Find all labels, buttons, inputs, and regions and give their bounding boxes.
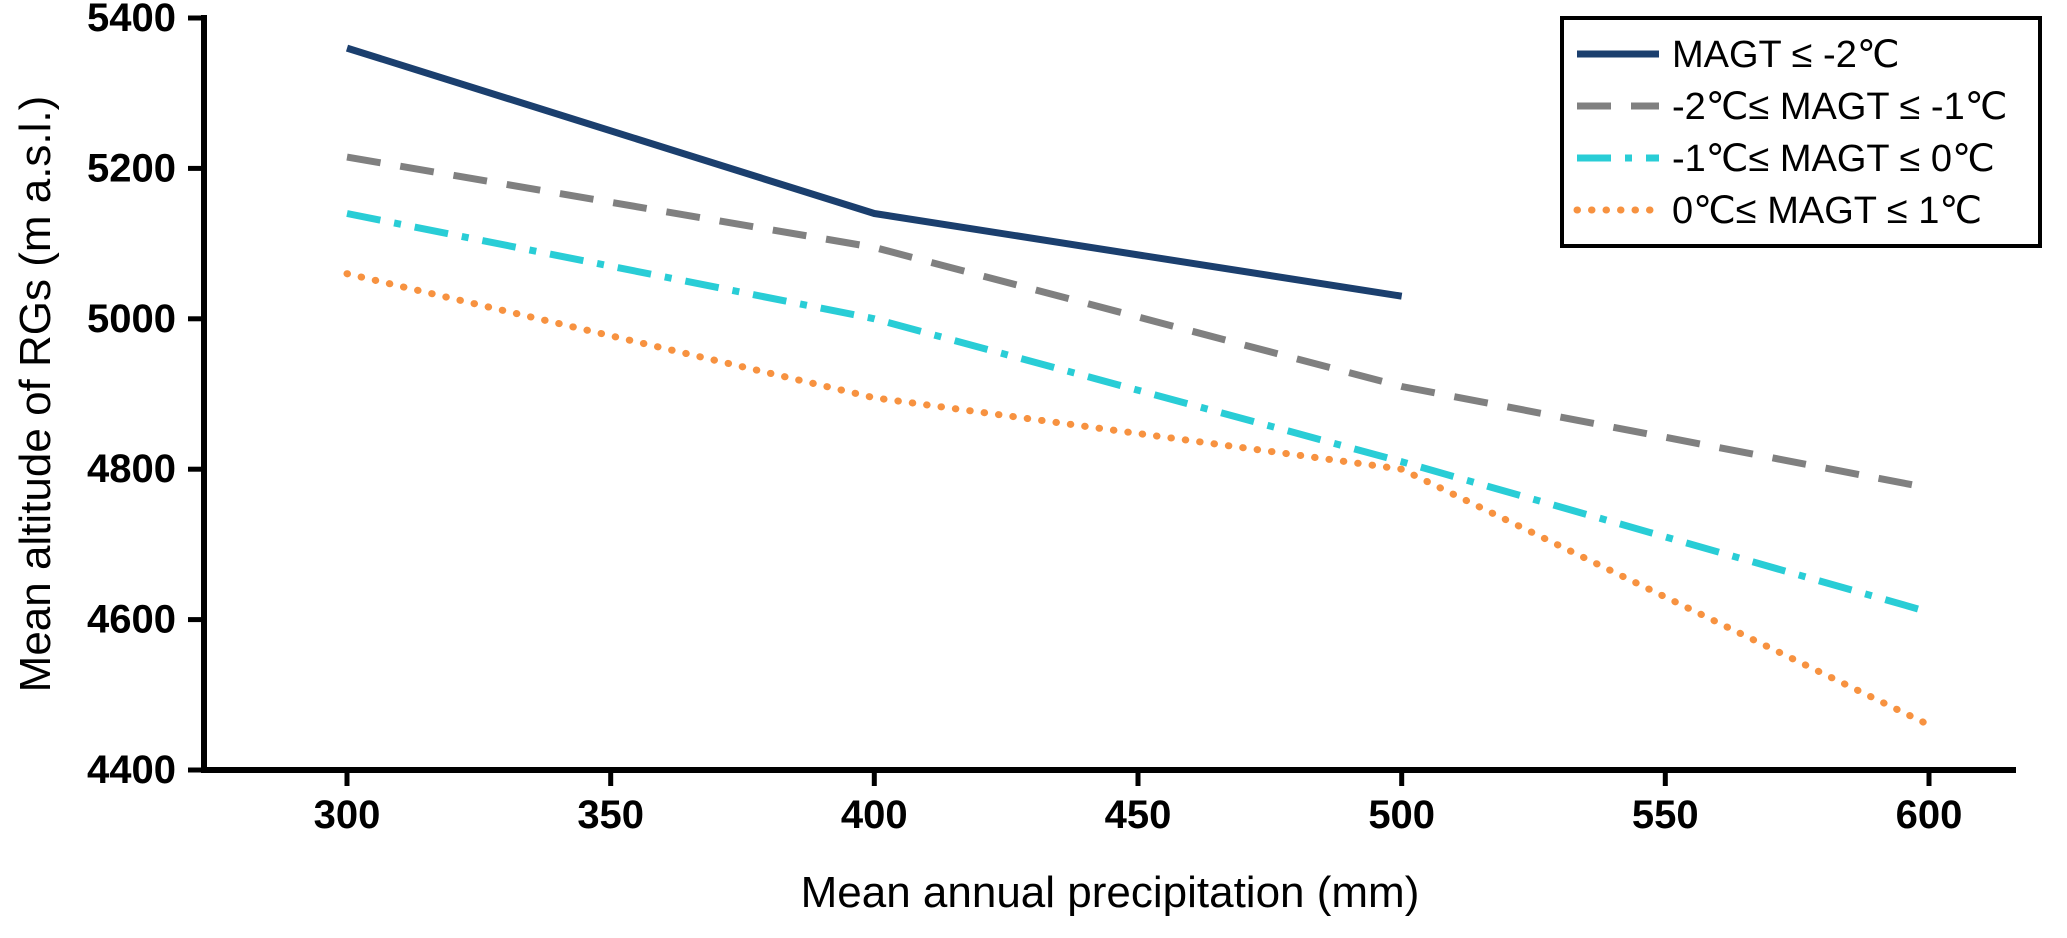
y-tick-label: 5200 [87,146,176,190]
y-tick-label: 4400 [87,748,176,792]
x-tick-label: 400 [841,793,908,837]
legend-item: 0℃≤ MAGT ≤ 1℃ [1572,184,2028,236]
legend-line-sample [1577,50,1659,58]
y-tick-label: 4600 [87,598,176,642]
legend-line-sample [1577,102,1659,110]
legend-item: -2℃≤ MAGT ≤ -1℃ [1572,80,2028,132]
legend: MAGT ≤ -2℃ -2℃≤ MAGT ≤ -1℃ -1℃≤ MAGT ≤ 0℃ 0… [1560,16,2042,248]
series-line-0-magt-1 [343,270,1933,729]
legend-label: -2℃≤ MAGT ≤ -1℃ [1672,85,2008,128]
x-tick-label: 600 [1896,793,1963,837]
legend-line-sample [1577,154,1659,162]
legend-item: MAGT ≤ -2℃ [1572,28,2028,80]
legend-item: -1℃≤ MAGT ≤ 0℃ [1572,132,2028,184]
series-line-1-magt-0 [346,210,1930,616]
legend-label: MAGT ≤ -2℃ [1672,33,1900,76]
y-tick-label: 5000 [87,297,176,341]
series-line-magt-2 [345,44,1403,300]
legend-label: -1℃≤ MAGT ≤ 0℃ [1672,137,1995,180]
x-tick-label: 300 [314,793,381,837]
x-tick-label: 500 [1368,793,1435,837]
legend-line-sample [1573,206,1663,214]
y-tick-label: 5400 [87,0,176,40]
x-tick-label: 550 [1632,793,1699,837]
y-tick-label: 4800 [87,447,176,491]
x-axis-title: Mean annual precipitation (mm) [800,868,1420,917]
y-axis-title: Mean altitude of RGs (m a.s.l.) [11,95,60,693]
legend-label: 0℃≤ MAGT ≤ 1℃ [1672,189,1983,232]
x-tick-label: 450 [1105,793,1172,837]
x-tick-label: 350 [577,793,644,837]
